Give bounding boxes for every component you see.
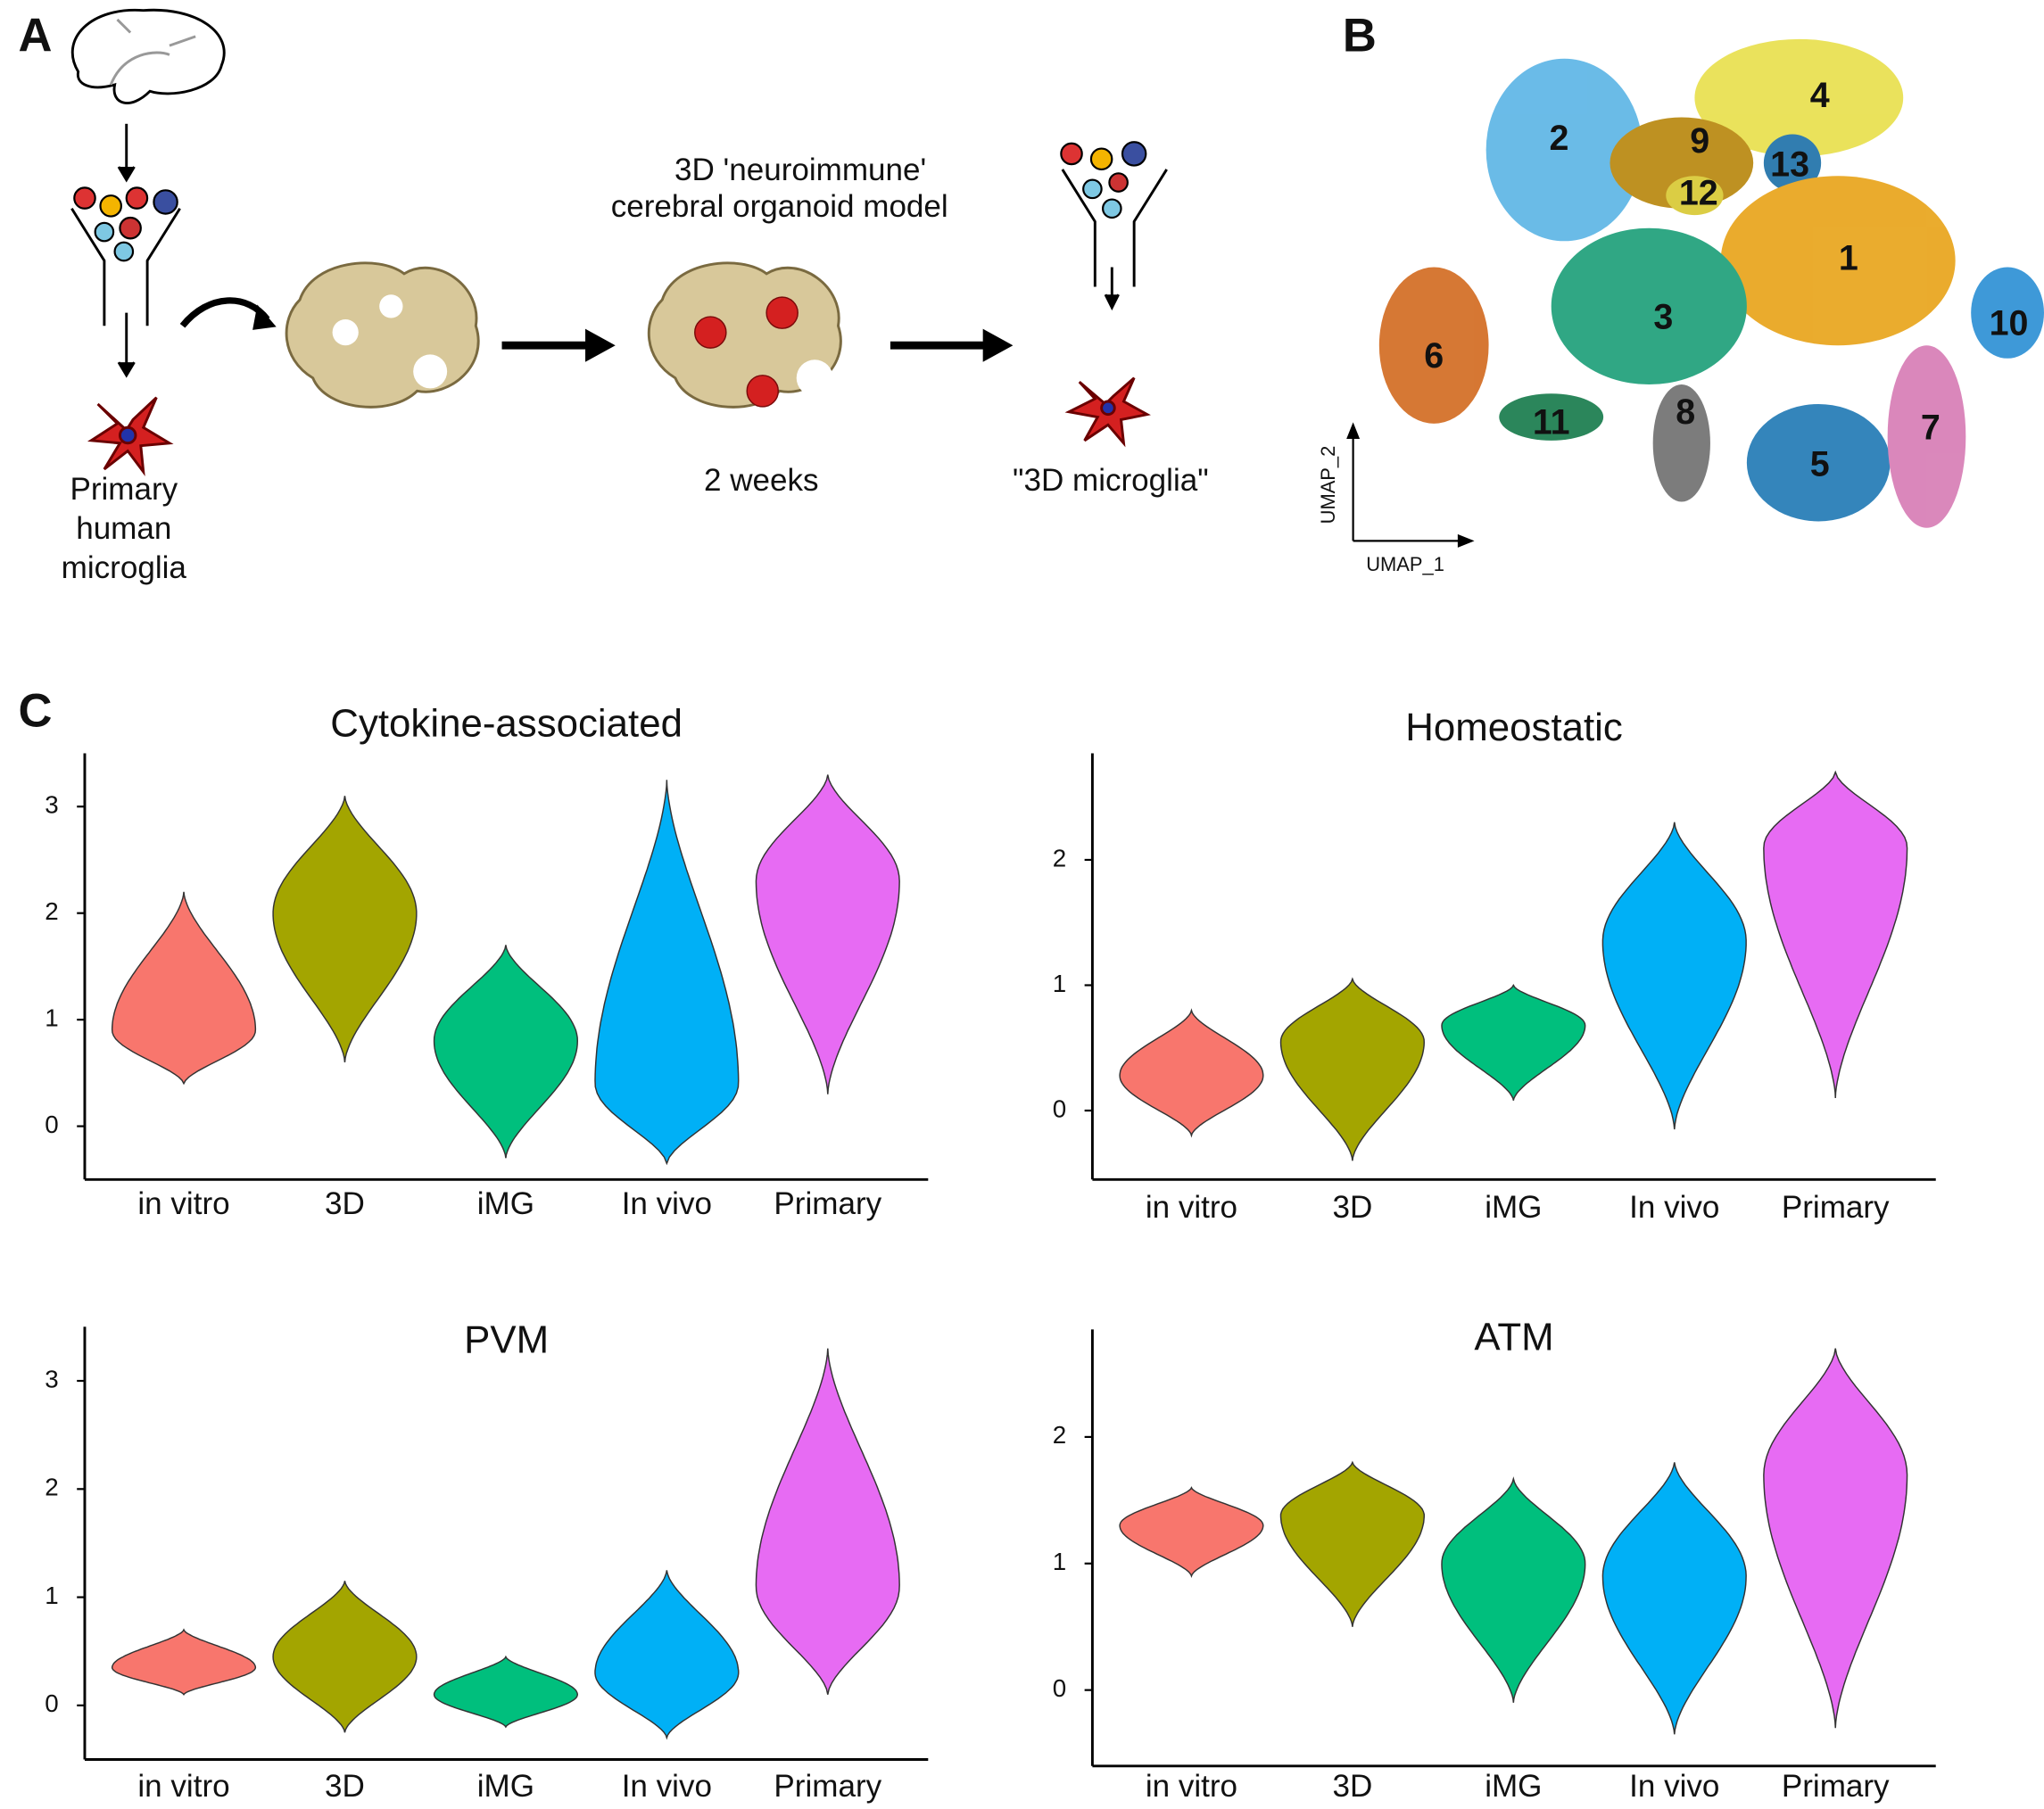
- axis-label: UMAP_1: [1366, 553, 1444, 575]
- cluster-label: 8: [1676, 392, 1695, 432]
- x-tick-label: iMG: [1485, 1190, 1542, 1225]
- y-tick-label: 0: [1053, 1674, 1066, 1702]
- cluster-label: 12: [1679, 174, 1718, 213]
- y-tick-label: 2: [1053, 844, 1066, 871]
- annotation: microglia: [62, 550, 187, 585]
- annotation: Primary: [70, 472, 178, 507]
- y-tick-label: 1: [1053, 970, 1066, 997]
- y-tick-label: 0: [45, 1111, 58, 1138]
- x-tick-label: in vitro: [1146, 1769, 1237, 1804]
- violin: [1441, 1476, 1586, 1703]
- x-tick-label: iMG: [477, 1769, 534, 1804]
- cluster-label: 4: [1810, 76, 1830, 115]
- umap-axes: [1346, 422, 1475, 548]
- y-tick-label: 3: [45, 1365, 58, 1392]
- x-tick-label: In vivo: [622, 1186, 712, 1221]
- violin: [1763, 1348, 1908, 1729]
- violin: [594, 1570, 740, 1740]
- axis-label: UMAP_2: [1317, 446, 1339, 525]
- annotation: human: [76, 511, 171, 546]
- annotation: 3D 'neuroimmune': [674, 153, 926, 187]
- cluster-label: 7: [1921, 409, 1941, 448]
- y-tick-label: 2: [45, 897, 58, 925]
- x-tick-label: In vivo: [1629, 1190, 1719, 1225]
- annotation: 2 weeks: [704, 463, 819, 498]
- x-tick-label: In vivo: [622, 1769, 712, 1804]
- schematic: [70, 8, 1168, 378]
- violin: [433, 945, 578, 1159]
- chart-title: PVM: [464, 1318, 549, 1362]
- x-tick-label: iMG: [477, 1186, 534, 1221]
- cells: [73, 141, 1147, 262]
- y-tick-label: 0: [1053, 1094, 1066, 1122]
- y-tick-label: 1: [1053, 1548, 1066, 1575]
- cluster-label: 3: [1653, 297, 1673, 336]
- umap-clusters: [1378, 38, 2044, 528]
- chart-title: Cytokine-associated: [330, 701, 683, 745]
- violin: [111, 891, 257, 1086]
- microglia: [87, 376, 1151, 476]
- cluster-label: 6: [1424, 336, 1444, 376]
- x-tick-label: 3D: [1332, 1190, 1372, 1225]
- cluster-label: 9: [1690, 121, 1709, 161]
- annotation: cerebral organoid model: [611, 189, 948, 224]
- x-tick-label: Primary: [1782, 1190, 1890, 1225]
- violin: [1119, 1486, 1264, 1579]
- cluster-label: 10: [1990, 304, 2029, 343]
- cluster-label: 13: [1770, 145, 1809, 184]
- violin: [755, 1348, 900, 1695]
- x-tick-label: Primary: [774, 1769, 881, 1804]
- cluster-label: 11: [1533, 403, 1570, 442]
- panel-label: B: [1343, 10, 1377, 62]
- x-tick-label: 3D: [325, 1769, 365, 1804]
- y-tick-label: 0: [45, 1689, 58, 1717]
- violin: [1119, 1008, 1264, 1138]
- x-tick-label: in vitro: [137, 1769, 229, 1804]
- violin: [1601, 1462, 1747, 1735]
- y-tick-label: 2: [1053, 1421, 1066, 1449]
- violin: [1279, 1460, 1425, 1627]
- violin: [1601, 822, 1747, 1130]
- chart-title: Homeostatic: [1405, 706, 1623, 749]
- x-tick-label: In vivo: [1629, 1769, 1719, 1804]
- violin: [755, 774, 900, 1094]
- x-tick-label: 3D: [1332, 1769, 1372, 1804]
- organoids: [285, 261, 842, 409]
- y-tick-label: 1: [45, 1004, 58, 1031]
- x-tick-label: iMG: [1485, 1769, 1542, 1804]
- cluster-label: 1: [1839, 239, 1858, 278]
- violin: [1279, 977, 1425, 1161]
- x-tick-label: Primary: [1782, 1769, 1890, 1804]
- violin: [272, 1581, 418, 1733]
- y-tick-label: 2: [45, 1474, 58, 1501]
- violin: [594, 780, 740, 1166]
- chart-title: ATM: [1474, 1316, 1553, 1359]
- panel-label: A: [18, 10, 52, 62]
- violin: [433, 1655, 579, 1729]
- x-tick-label: 3D: [325, 1186, 365, 1221]
- x-tick-label: in vitro: [1146, 1190, 1237, 1225]
- cluster-label: 5: [1810, 444, 1830, 483]
- x-tick-label: Primary: [774, 1186, 881, 1221]
- panel-label: C: [18, 685, 52, 738]
- annotation: "3D microglia": [1013, 463, 1209, 498]
- cluster-label: 2: [1550, 119, 1569, 158]
- x-tick-label: in vitro: [137, 1186, 229, 1221]
- violin: [1441, 984, 1586, 1101]
- y-tick-label: 1: [45, 1582, 58, 1609]
- violin: [1763, 770, 1908, 1099]
- violin: [111, 1628, 257, 1696]
- violin: [272, 796, 418, 1063]
- y-tick-label: 3: [45, 791, 58, 819]
